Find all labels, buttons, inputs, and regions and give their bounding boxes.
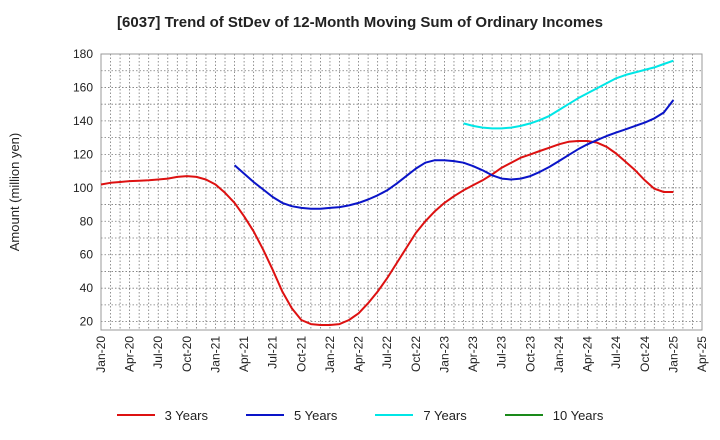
legend-item: 5 Years	[246, 405, 337, 425]
x-tick-label: Apr-24	[581, 336, 595, 372]
y-tick-label: 80	[80, 214, 94, 228]
y-axis-ticks: 20 40 60 80 100 120 140 160 180	[73, 47, 93, 329]
series-line-5-years	[233, 99, 675, 210]
legend: 3 Years 5 Years 7 Years 10 Years	[0, 405, 720, 425]
x-tick-label: Jul-22	[380, 336, 394, 369]
y-tick-label: 20	[80, 315, 94, 329]
x-tick-label: Jul-23	[495, 336, 509, 369]
x-tick-label: Apr-22	[352, 336, 366, 372]
y-tick-label: 140	[73, 114, 93, 128]
series-line-3-years	[100, 140, 674, 326]
legend-label: 7 Years	[423, 407, 467, 423]
x-tick-label: Apr-21	[237, 336, 251, 372]
x-tick-label: Jan-24	[552, 336, 566, 373]
y-axis-title: Amount (million yen)	[7, 133, 22, 252]
series-lines	[100, 59, 675, 326]
legend-swatch	[504, 414, 543, 416]
x-tick-label: Jul-24	[609, 336, 623, 369]
legend-item: 7 Years	[375, 405, 467, 425]
x-tick-label: Oct-21	[294, 336, 308, 372]
legend-item: 10 Years	[504, 405, 604, 425]
legend-label: 10 Years	[552, 407, 604, 423]
legend-swatch	[116, 414, 155, 416]
x-tick-label: Apr-20	[123, 336, 137, 372]
x-axis-ticks: Jan-20 Apr-20 Jul-20 Oct-20 Jan-21 Apr-21 Jul-…	[94, 336, 709, 373]
x-tick-label: Jan-21	[208, 336, 222, 373]
x-tick-label: Jul-20	[151, 336, 165, 369]
x-tick-label: Jul-21	[266, 336, 280, 369]
y-tick-label: 40	[80, 281, 94, 295]
x-tick-label: Oct-24	[638, 336, 652, 372]
x-tick-label: Jan-23	[437, 336, 451, 373]
legend-swatch	[375, 414, 414, 416]
grid-lines	[101, 54, 702, 330]
y-tick-label: 160	[73, 80, 93, 94]
y-tick-label: 100	[73, 181, 93, 195]
x-tick-label: Jan-20	[94, 336, 108, 373]
series-line-7-years	[463, 59, 674, 130]
y-tick-label: 120	[73, 147, 93, 161]
plot-frame	[100, 53, 703, 331]
x-tick-label: Oct-20	[180, 336, 194, 372]
x-tick-label: Jan-22	[323, 336, 337, 373]
legend-label: 5 Years	[294, 407, 338, 423]
x-tick-label: Apr-25	[695, 336, 709, 372]
x-tick-label: Oct-22	[409, 336, 423, 372]
x-tick-label: Apr-23	[466, 336, 480, 372]
y-tick-label: 180	[73, 47, 93, 61]
legend-label: 3 Years	[164, 407, 208, 423]
legend-item: 3 Years	[116, 405, 208, 425]
y-tick-label: 60	[80, 248, 94, 262]
legend-swatch	[246, 414, 284, 416]
x-tick-label: Oct-23	[523, 336, 537, 372]
chart-title: [6037] Trend of StDev of 12-Month Moving…	[117, 14, 603, 31]
x-tick-label: Jan-25	[666, 336, 680, 373]
